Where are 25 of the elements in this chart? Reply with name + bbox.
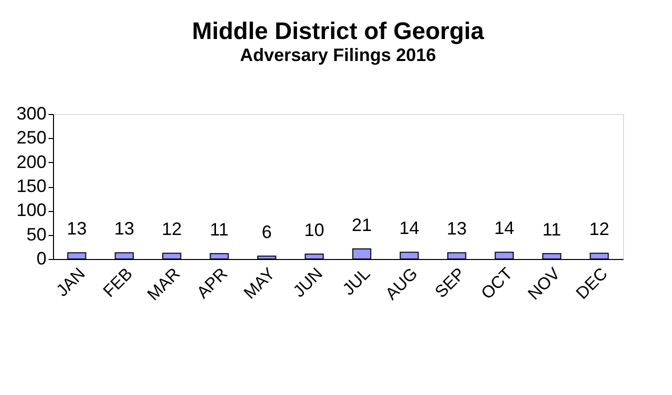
y-tick-label: 150: [16, 176, 46, 196]
x-tick-label: JUL: [338, 264, 374, 299]
data-label: 21: [352, 214, 372, 235]
y-tick-label: 200: [16, 152, 46, 172]
y-tick-label: 250: [16, 128, 46, 148]
data-label: 6: [262, 222, 272, 242]
chart-subtitle: Adversary Filings 2016: [240, 45, 436, 65]
x-tick-label: FEB: [99, 264, 136, 301]
chart-title: Middle District of Georgia: [192, 18, 485, 45]
y-tick-label: 0: [36, 248, 46, 268]
data-label: 12: [162, 219, 182, 240]
data-label: 14: [494, 218, 514, 238]
data-label: 13: [66, 218, 87, 239]
data-label: 13: [446, 218, 467, 239]
data-label: 13: [114, 218, 134, 239]
data-label: 11: [210, 220, 229, 240]
y-tick-label: 50: [26, 224, 46, 244]
x-tick-label: SEP: [431, 264, 469, 302]
data-label: 11: [542, 220, 562, 240]
data-label: 14: [399, 218, 420, 238]
x-tick-label: JAN: [52, 264, 89, 300]
data-label: 10: [304, 220, 324, 240]
data-label: 12: [589, 219, 610, 240]
y-tick-label: 100: [16, 200, 46, 220]
y-tick-label: 300: [16, 104, 46, 124]
